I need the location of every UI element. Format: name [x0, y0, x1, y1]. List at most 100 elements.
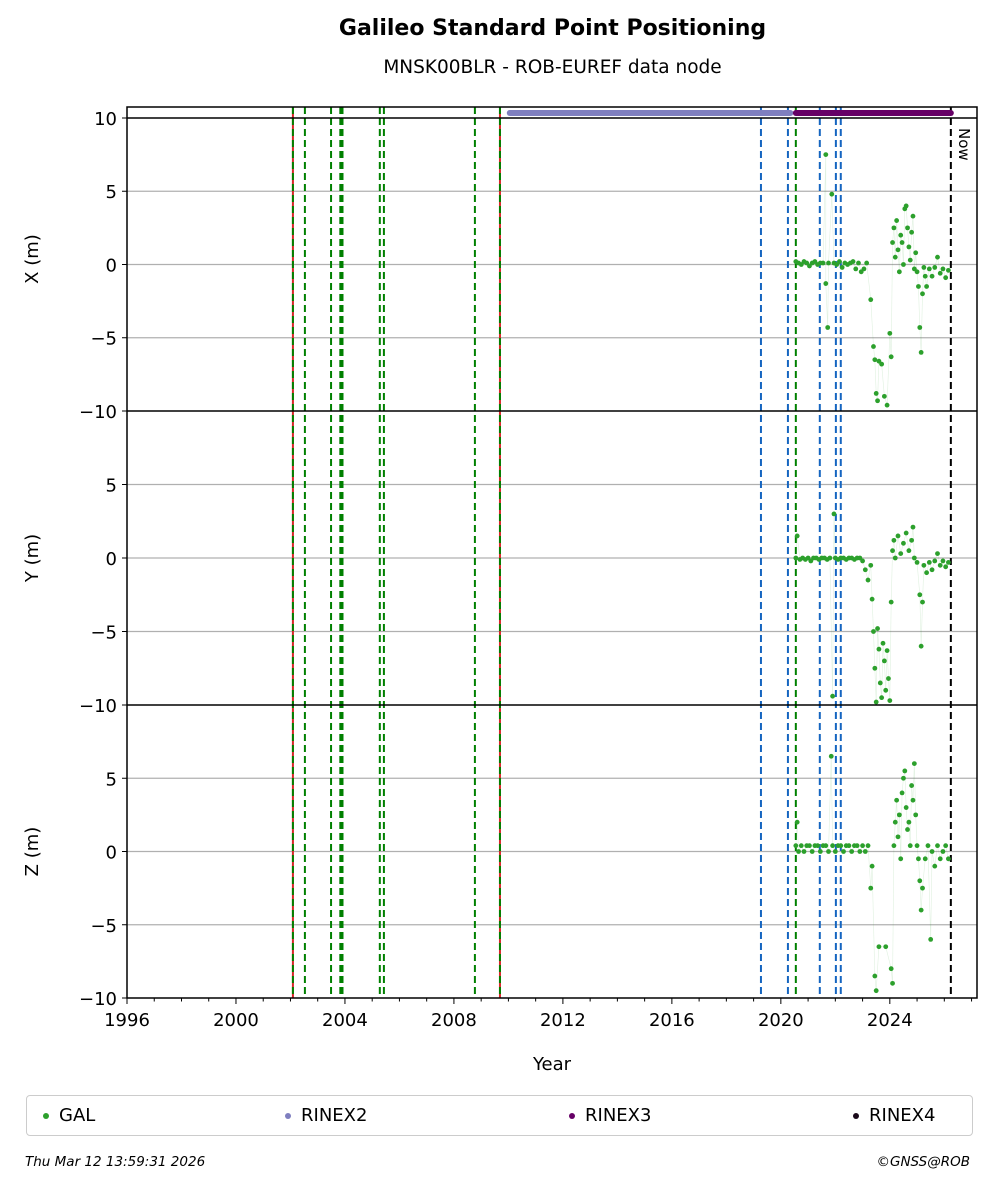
data-point [917, 878, 923, 884]
data-point [871, 344, 876, 349]
data-point [892, 819, 898, 825]
data-point [945, 560, 951, 565]
data-point [798, 843, 804, 849]
data-point [869, 863, 875, 869]
y-tick-label: −5 [90, 329, 117, 350]
x-tick-label: 2016 [649, 1010, 695, 1031]
data-point [909, 783, 915, 788]
legend: GAL RINEX2 RINEX3 RINEX4 [26, 1095, 973, 1136]
data-point [841, 849, 846, 854]
data-point [890, 980, 895, 986]
data-point [906, 819, 912, 825]
data-point [838, 843, 844, 849]
data-point [907, 843, 913, 849]
data-point [888, 966, 894, 972]
data-point [937, 270, 943, 276]
data-point [918, 643, 924, 649]
data-point [910, 524, 916, 530]
data-point [857, 849, 863, 854]
data-point [876, 646, 882, 652]
x-tick-label: 1996 [104, 1010, 150, 1031]
data-point [895, 533, 901, 539]
data-point [890, 548, 895, 554]
data-point [829, 191, 835, 197]
data-point [932, 265, 938, 270]
data-point [916, 284, 921, 289]
data-point [910, 797, 916, 803]
x-tick-label: 2024 [867, 1010, 913, 1031]
data-point [917, 325, 923, 330]
y-tick-label: 0 [106, 549, 117, 570]
data-point [865, 843, 871, 849]
data-point [902, 768, 908, 774]
data-point [918, 349, 924, 355]
data-point [831, 511, 837, 517]
data-point [940, 558, 946, 564]
data-point [846, 843, 852, 849]
data-point [801, 849, 807, 854]
y-tick-label: −10 [79, 402, 117, 423]
chart-title: Galileo Standard Point Positioning [338, 16, 767, 41]
chart-subtitle: MNSK00BLR - ROB-EUREF data node [383, 57, 722, 78]
data-point [943, 275, 949, 281]
data-point [943, 843, 949, 849]
data-point [832, 849, 838, 854]
y-tick-label: −10 [79, 696, 117, 717]
y-axis-label: Z (m) [22, 827, 43, 877]
data-point [860, 558, 865, 564]
data-point [901, 540, 906, 546]
data-point [879, 361, 885, 367]
data-point [928, 937, 934, 942]
y-axis-label: X (m) [22, 234, 43, 284]
data-point [868, 562, 874, 568]
data-point [911, 761, 917, 766]
data-point [892, 254, 898, 260]
data-point [913, 812, 919, 818]
data-point [794, 819, 800, 825]
data-point [896, 812, 902, 818]
data-point [796, 849, 801, 854]
data-point [917, 592, 923, 598]
data-point [837, 259, 842, 264]
data-point [871, 629, 876, 634]
data-point [914, 560, 920, 565]
legend-item-rinex2: RINEX2 [285, 1105, 367, 1126]
legend-label: RINEX2 [301, 1105, 368, 1126]
data-point [886, 676, 891, 681]
x-tick-label: 2008 [431, 1010, 477, 1031]
data-point [898, 551, 904, 556]
data-point [920, 885, 925, 891]
data-point [872, 357, 878, 363]
x-axis-label: Year [532, 1054, 572, 1075]
data-point [911, 555, 917, 561]
data-point [860, 843, 865, 849]
data-point [929, 567, 935, 573]
y-tick-label: −5 [90, 623, 117, 644]
data-point [937, 562, 943, 568]
data-point [899, 240, 905, 245]
data-point [873, 988, 879, 994]
data-point [932, 863, 938, 869]
data-point [826, 260, 831, 266]
data-point [823, 843, 829, 849]
data-point [922, 273, 928, 279]
legend-item-rinex4: RINEX4 [853, 1105, 935, 1126]
y-tick-label: 0 [106, 255, 117, 276]
series-line [795, 154, 949, 406]
data-point [895, 834, 901, 840]
data-point [880, 640, 886, 646]
legend-marker-icon [853, 1112, 859, 1119]
series-line [795, 513, 949, 703]
data-point [898, 232, 904, 238]
data-point [823, 281, 829, 286]
data-point [856, 260, 861, 266]
data-point [887, 698, 893, 703]
data-point [901, 775, 906, 781]
data-point [920, 291, 925, 297]
data-point [924, 570, 929, 576]
data-point [907, 257, 913, 263]
data-point [914, 269, 920, 275]
data-point [920, 599, 925, 605]
data-point [906, 244, 912, 250]
